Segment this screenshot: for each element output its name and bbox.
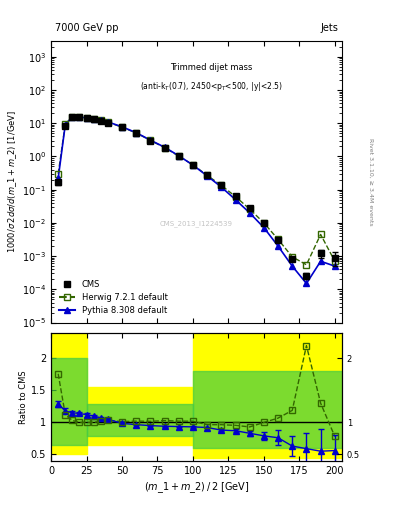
- Text: Rivet 3.1.10, ≥ 3.4M events: Rivet 3.1.10, ≥ 3.4M events: [369, 138, 373, 226]
- Text: (anti-k$_T$(0.7), 2450<p$_T$<500, |y|<2.5): (anti-k$_T$(0.7), 2450<p$_T$<500, |y|<2.…: [140, 80, 283, 93]
- Text: Jets: Jets: [320, 23, 338, 33]
- Y-axis label: $1000/\sigma\,2d\sigma/d(m\_1 + m\_2)$ [1/GeV]: $1000/\sigma\,2d\sigma/d(m\_1 + m\_2)$ […: [7, 110, 19, 253]
- Legend: CMS, Herwig 7.2.1 default, Pythia 8.308 default: CMS, Herwig 7.2.1 default, Pythia 8.308 …: [55, 276, 171, 318]
- Text: Trimmed dijet mass: Trimmed dijet mass: [170, 63, 252, 73]
- X-axis label: $(m\_1 + m\_2)\,/\,2$ [GeV]: $(m\_1 + m\_2)\,/\,2$ [GeV]: [144, 480, 249, 495]
- Text: CMS_2013_I1224539: CMS_2013_I1224539: [160, 221, 233, 227]
- Text: 7000 GeV pp: 7000 GeV pp: [55, 23, 119, 33]
- Y-axis label: Ratio to CMS: Ratio to CMS: [19, 370, 28, 423]
